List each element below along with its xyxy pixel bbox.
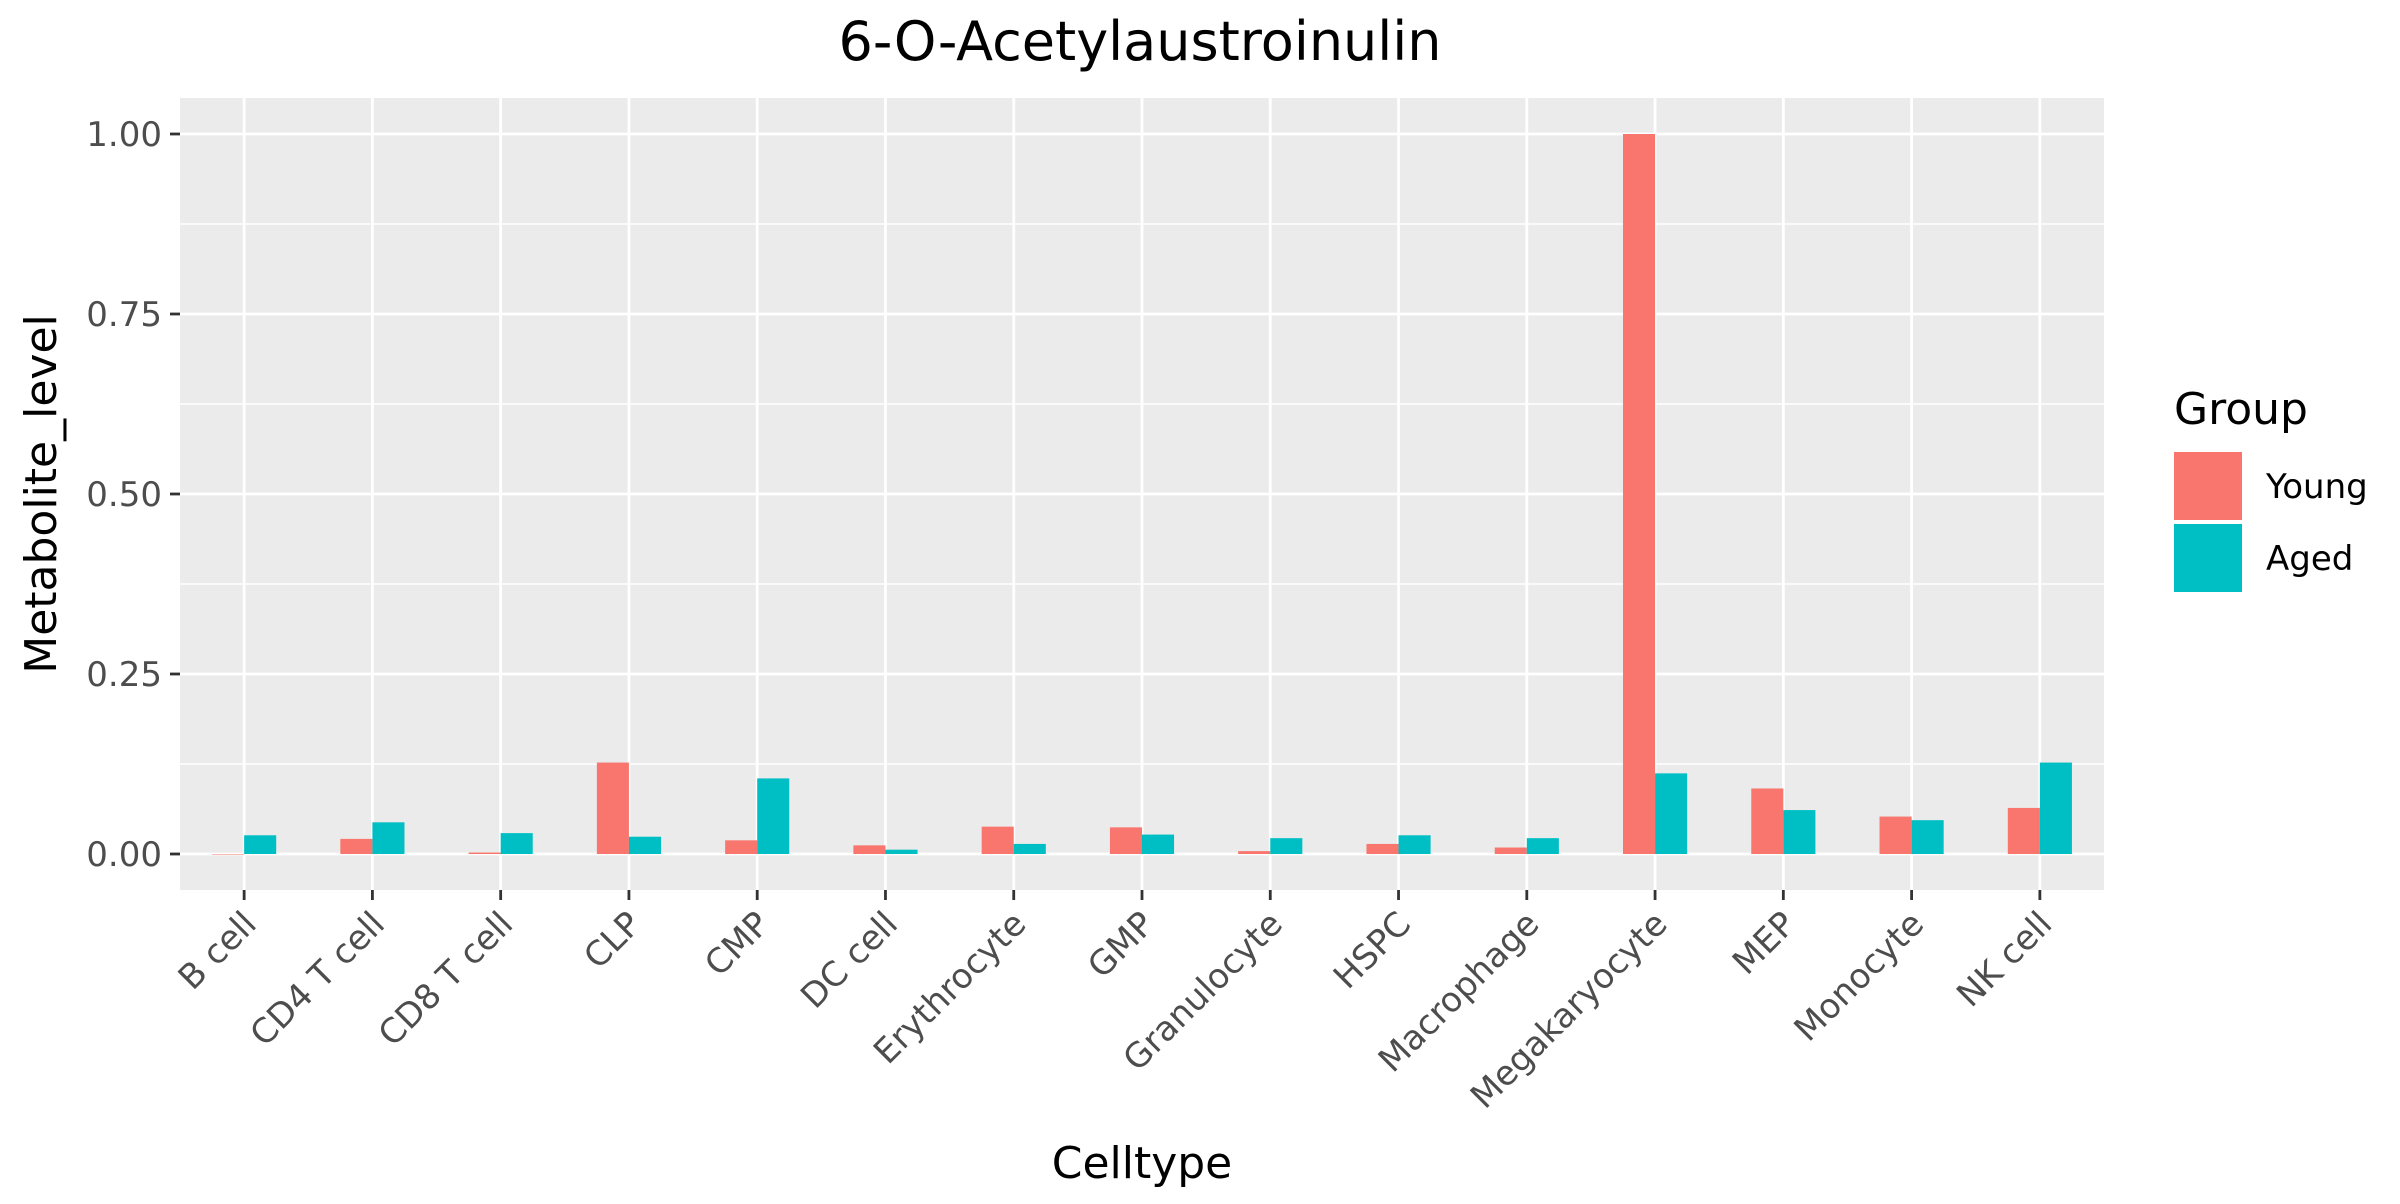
bar-aged-granulocyte <box>1270 838 1303 854</box>
bar-aged-cmp <box>757 778 790 854</box>
bar-young-cmp <box>725 840 758 854</box>
bar-aged-erythrocyte <box>1013 843 1046 854</box>
bar-young-cd4-t-cell <box>340 838 373 854</box>
bar-young-cd8-t-cell <box>468 852 501 854</box>
bar-young-gmp <box>1109 827 1142 854</box>
legend-label-young: Young <box>2265 467 2368 507</box>
bar-aged-clp <box>628 836 661 854</box>
legend-title: Group <box>2174 384 2308 435</box>
bar-aged-megakaryocyte <box>1655 773 1688 854</box>
x-tick-label: DC cell <box>793 904 906 1017</box>
bar-young-erythrocyte <box>981 826 1014 854</box>
bar-young-macrophage <box>1494 847 1527 854</box>
bar-aged-nk-cell <box>2039 762 2072 854</box>
y-tick-label: 1.00 <box>86 115 162 155</box>
x-tick-label: HSPC <box>1326 904 1419 997</box>
x-tick-label: MEP <box>1725 904 1804 983</box>
legend-label-aged: Aged <box>2266 539 2353 579</box>
x-tick-label: Monocyte <box>1787 904 1932 1049</box>
x-tick-label: CLP <box>576 904 649 977</box>
bar-aged-b-cell <box>244 835 277 854</box>
bar-young-megakaryocyte <box>1623 134 1656 854</box>
chart-title: 6-O-Acetylaustroinulin <box>838 10 1441 73</box>
bars <box>212 134 2072 855</box>
legend-key-young <box>2174 452 2242 520</box>
bar-young-b-cell <box>212 854 245 855</box>
bar-aged-monocyte <box>1911 820 1944 854</box>
legend: Group Young Aged <box>2174 384 2368 592</box>
bar-young-hspc <box>1366 843 1399 854</box>
y-axis: 0.00 0.25 0.50 0.75 1.00 <box>86 115 180 875</box>
bar-young-dc-cell <box>853 845 886 854</box>
grid-lines <box>180 98 2104 890</box>
x-tick-label: CD4 T cell <box>243 904 393 1054</box>
y-tick-label: 0.75 <box>86 295 162 335</box>
bar-aged-dc-cell <box>885 849 918 854</box>
bar-young-clp <box>596 762 629 854</box>
bar-aged-hspc <box>1398 835 1431 854</box>
bar-aged-cd4-t-cell <box>372 822 405 854</box>
x-tick-label: B cell <box>171 904 265 998</box>
bar-young-nk-cell <box>2007 807 2040 854</box>
y-axis-title: Metabolite_level <box>16 314 67 674</box>
bar-aged-macrophage <box>1526 838 1559 854</box>
x-tick-label: CMP <box>697 904 777 984</box>
x-tick-label: NK cell <box>1949 904 2060 1015</box>
bar-young-granulocyte <box>1238 851 1271 854</box>
bar-aged-mep <box>1783 810 1816 854</box>
x-tick-label: GMP <box>1080 904 1162 986</box>
y-tick-label: 0.50 <box>86 475 162 515</box>
bar-young-mep <box>1751 788 1784 854</box>
legend-key-aged <box>2174 524 2242 592</box>
bar-young-monocyte <box>1879 816 1912 854</box>
y-tick-label: 0.25 <box>86 655 162 695</box>
x-tick-label: CD8 T cell <box>371 904 521 1054</box>
x-axis-title: Celltype <box>1052 1138 1233 1189</box>
bar-aged-gmp <box>1142 834 1175 854</box>
y-tick-label: 0.00 <box>86 835 162 875</box>
bar-aged-cd8-t-cell <box>500 833 533 854</box>
